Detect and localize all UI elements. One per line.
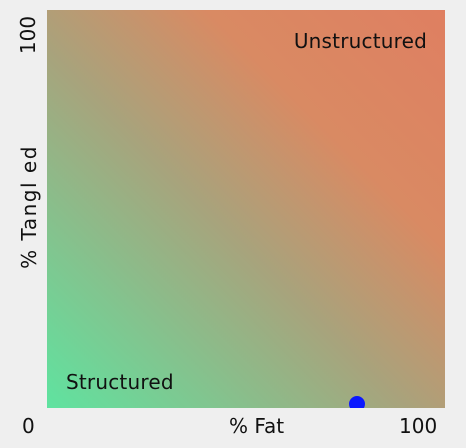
structured-label: Structured — [66, 370, 174, 394]
data-point-1 — [349, 396, 366, 408]
unstructured-label: Unstructured — [293, 29, 427, 53]
x-axis-label: % Fat — [229, 414, 285, 438]
chart-plot-area: Unstructured Structured — [47, 10, 445, 408]
y-axis-label: % Tangl ed — [17, 145, 41, 269]
y-axis-max-tick: 100 — [16, 15, 40, 55]
x-axis-max-tick: 100 — [399, 414, 438, 438]
x-axis-min-tick: 0 — [22, 414, 35, 438]
